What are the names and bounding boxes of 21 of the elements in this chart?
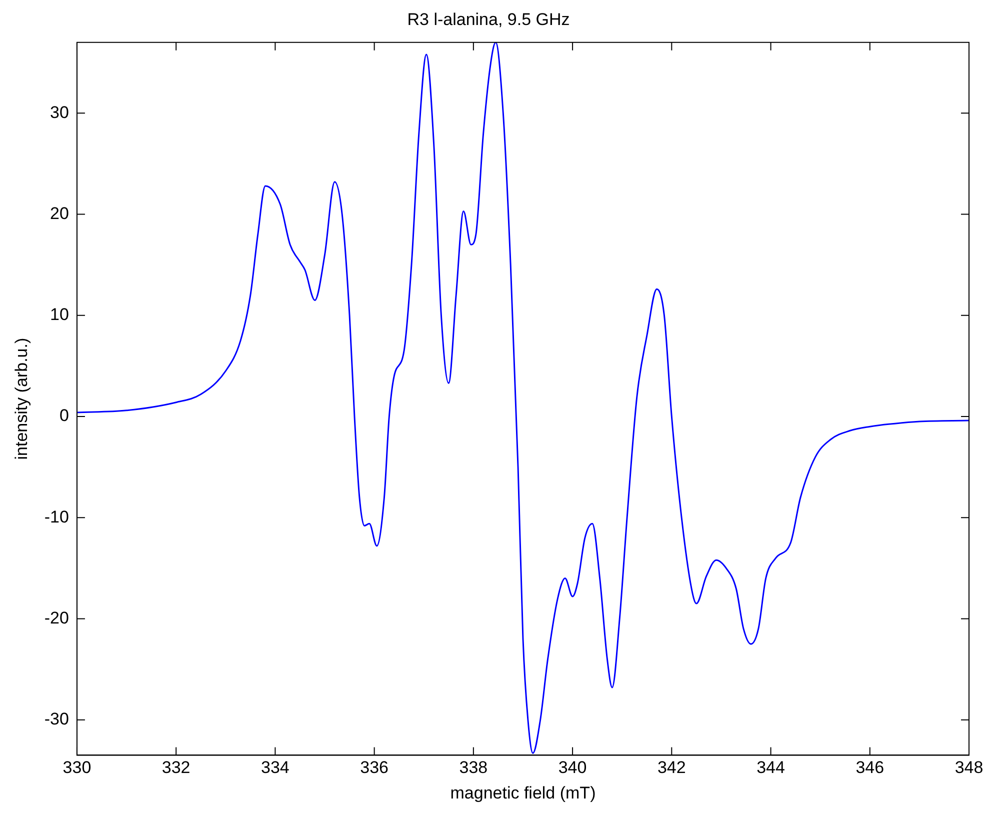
y-tick-label: -30 — [44, 710, 69, 728]
y-tick-label: 20 — [50, 204, 69, 223]
y-tick-label: 0 — [60, 406, 69, 426]
y-tick-label: 10 — [50, 305, 69, 324]
x-tick-label: 344 — [756, 758, 785, 778]
x-tick-label: 338 — [459, 758, 488, 778]
x-tick-label: 334 — [261, 758, 290, 778]
x-tick-label: 330 — [62, 758, 92, 778]
y-tick-label: -20 — [44, 608, 69, 628]
y-axis-title: intensity (arb.u.) — [12, 338, 31, 460]
x-tick-label: 346 — [856, 758, 884, 778]
y-tick-label: -10 — [44, 507, 69, 526]
line-series — [76, 42, 969, 754]
x-tick-label: 348 — [954, 758, 984, 778]
x-tick-label: 340 — [558, 758, 587, 778]
x-tick-label: 332 — [162, 758, 190, 778]
x-tick-label: 336 — [360, 758, 388, 778]
chart-title: R3 l-alanina, 9.5 GHz — [407, 10, 570, 29]
y-tick-label: 30 — [50, 102, 69, 122]
x-tick-label: 342 — [657, 758, 686, 778]
x-axis-title: magnetic field (mT) — [450, 783, 596, 802]
